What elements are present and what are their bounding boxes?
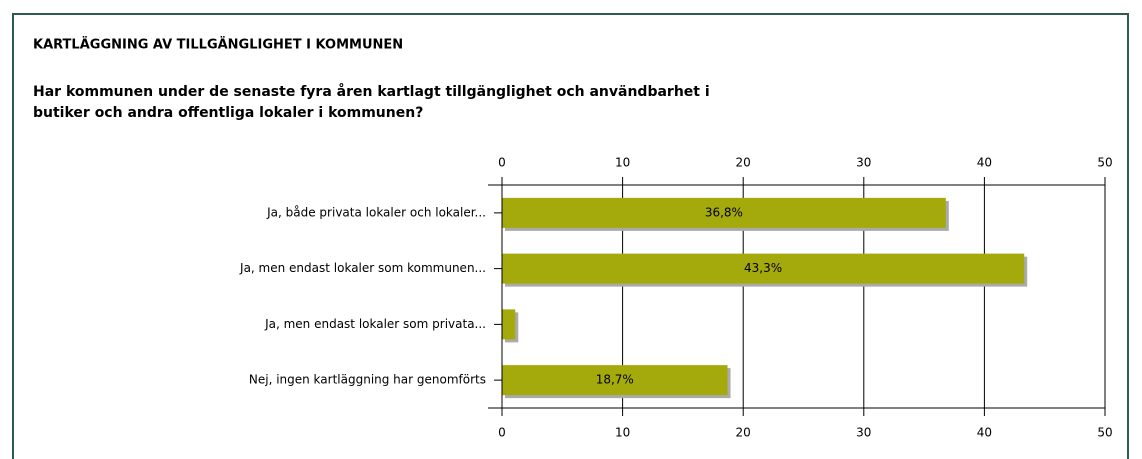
x-tick-label: 20 <box>736 156 751 170</box>
data-label: 36,8% <box>705 205 743 219</box>
x-tick-label: 50 <box>1097 156 1112 170</box>
bar <box>502 365 728 396</box>
y-tick-label: Ja, men endast lokaler som kommunen... <box>239 261 486 275</box>
x-tick-label: 10 <box>615 156 630 170</box>
bar <box>502 253 1025 284</box>
x-tick-label: 10 <box>615 426 630 440</box>
data-label: 18,7% <box>596 373 634 387</box>
chart-title: KARTLÄGGNING AV TILLGÄNGLIGHET I KOMMUNE… <box>33 37 403 53</box>
bar <box>502 197 946 228</box>
x-tick-label: 30 <box>856 426 871 440</box>
x-tick-label: 20 <box>736 426 751 440</box>
data-label: 43,3% <box>744 261 782 275</box>
x-tick-label: 40 <box>977 426 992 440</box>
x-tick-label: 40 <box>977 156 992 170</box>
x-tick-label: 30 <box>856 156 871 170</box>
frame <box>12 13 1129 459</box>
x-tick-label: 50 <box>1097 426 1112 440</box>
y-tick-label: Ja, men endast lokaler som privata... <box>264 317 486 331</box>
y-tick-label: Nej, ingen kartläggning har genomförts <box>249 373 486 387</box>
x-tick-label: 0 <box>498 156 506 170</box>
y-tick-label: Ja, både privata lokaler och lokaler... <box>266 205 486 219</box>
x-tick-label: 0 <box>498 426 506 440</box>
chart-subtitle: butiker och andra offentliga lokaler i k… <box>33 105 423 121</box>
chart-subtitle: Har kommunen under de senaste fyra åren … <box>33 83 710 100</box>
bar <box>502 309 516 340</box>
